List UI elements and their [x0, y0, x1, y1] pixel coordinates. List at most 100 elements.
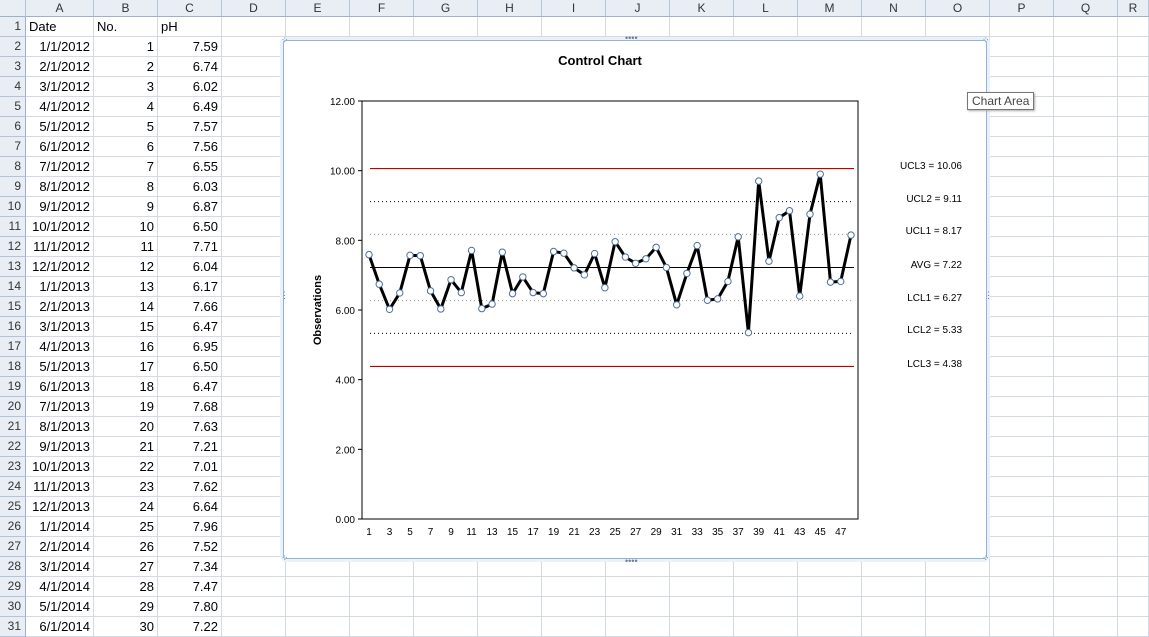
cell-empty[interactable] — [286, 577, 350, 597]
column-header-i[interactable]: I — [542, 0, 606, 17]
cell-empty[interactable] — [222, 77, 286, 97]
cell-empty[interactable] — [990, 217, 1054, 237]
cell-empty[interactable] — [798, 617, 862, 637]
cell-empty[interactable] — [990, 537, 1054, 557]
cell-empty[interactable] — [222, 377, 286, 397]
cell-empty[interactable] — [1054, 457, 1118, 477]
cell-ph[interactable]: 6.50 — [158, 357, 222, 377]
cell-empty[interactable] — [1118, 397, 1149, 417]
cell-date[interactable]: 12/1/2013 — [26, 497, 94, 517]
cell-ph[interactable]: 6.04 — [158, 257, 222, 277]
cell-empty[interactable] — [414, 17, 478, 37]
cell-empty[interactable] — [286, 17, 350, 37]
row-header-11[interactable]: 11 — [0, 217, 26, 237]
cell-date[interactable]: 5/1/2012 — [26, 117, 94, 137]
cell-empty[interactable] — [990, 277, 1054, 297]
cell-empty[interactable] — [414, 557, 478, 577]
cell-no[interactable]: 4 — [94, 97, 158, 117]
cell-empty[interactable] — [990, 337, 1054, 357]
cell-empty[interactable] — [1118, 297, 1149, 317]
row-header-10[interactable]: 10 — [0, 197, 26, 217]
cell-empty[interactable] — [222, 537, 286, 557]
cell-no[interactable]: 23 — [94, 477, 158, 497]
cell-no[interactable]: 10 — [94, 217, 158, 237]
cell-empty[interactable] — [1118, 417, 1149, 437]
cell-no[interactable]: 24 — [94, 497, 158, 517]
cell-date[interactable]: 10/1/2013 — [26, 457, 94, 477]
cell-empty[interactable] — [926, 17, 990, 37]
cell-ph[interactable]: 7.80 — [158, 597, 222, 617]
cell-empty[interactable] — [1118, 377, 1149, 397]
cell-empty[interactable] — [414, 577, 478, 597]
column-header-c[interactable]: C — [158, 0, 222, 17]
cell-date[interactable]: 1/1/2012 — [26, 37, 94, 57]
row-header-28[interactable]: 28 — [0, 557, 26, 577]
chart-resize-handle-tr[interactable]: ⁘ — [982, 35, 990, 45]
cell-ph[interactable]: 7.63 — [158, 417, 222, 437]
row-header-6[interactable]: 6 — [0, 117, 26, 137]
cell-empty[interactable] — [222, 237, 286, 257]
cell-empty[interactable] — [1054, 257, 1118, 277]
cell-empty[interactable] — [1054, 537, 1118, 557]
cell-empty[interactable] — [990, 357, 1054, 377]
cell-empty[interactable] — [798, 557, 862, 577]
cell-empty[interactable] — [222, 157, 286, 177]
cell-empty[interactable] — [478, 617, 542, 637]
cell-no[interactable]: 11 — [94, 237, 158, 257]
cell-ph[interactable]: 7.71 — [158, 237, 222, 257]
cell-empty[interactable] — [734, 557, 798, 577]
row-header-18[interactable]: 18 — [0, 357, 26, 377]
cell-ph[interactable]: 7.62 — [158, 477, 222, 497]
cell-empty[interactable] — [1054, 357, 1118, 377]
cell-empty[interactable] — [222, 97, 286, 117]
cell-date[interactable]: 8/1/2013 — [26, 417, 94, 437]
cell-no[interactable]: 27 — [94, 557, 158, 577]
cell-ph[interactable]: 7.34 — [158, 557, 222, 577]
cell-empty[interactable] — [222, 437, 286, 457]
column-header-k[interactable]: K — [670, 0, 734, 17]
cell-empty[interactable] — [990, 97, 1054, 117]
cell-no[interactable]: 3 — [94, 77, 158, 97]
cell-no[interactable]: 9 — [94, 197, 158, 217]
row-header-8[interactable]: 8 — [0, 157, 26, 177]
cell-empty[interactable] — [926, 577, 990, 597]
header-cell-date[interactable]: Date — [26, 17, 94, 37]
cell-empty[interactable] — [222, 557, 286, 577]
cell-date[interactable]: 8/1/2012 — [26, 177, 94, 197]
cell-date[interactable]: 11/1/2013 — [26, 477, 94, 497]
cell-empty[interactable] — [990, 617, 1054, 637]
cell-empty[interactable] — [1054, 77, 1118, 97]
cell-empty[interactable] — [1118, 217, 1149, 237]
cell-empty[interactable] — [1118, 337, 1149, 357]
cell-empty[interactable] — [990, 517, 1054, 537]
cell-empty[interactable] — [990, 577, 1054, 597]
cell-empty[interactable] — [478, 557, 542, 577]
cell-date[interactable]: 12/1/2012 — [26, 257, 94, 277]
cell-empty[interactable] — [1118, 17, 1149, 37]
cell-empty[interactable] — [990, 377, 1054, 397]
cell-empty[interactable] — [1118, 537, 1149, 557]
cell-empty[interactable] — [1054, 477, 1118, 497]
cell-empty[interactable] — [990, 157, 1054, 177]
cell-ph[interactable]: 7.56 — [158, 137, 222, 157]
cell-empty[interactable] — [222, 337, 286, 357]
cell-empty[interactable] — [350, 577, 414, 597]
cell-empty[interactable] — [350, 557, 414, 577]
cell-empty[interactable] — [542, 557, 606, 577]
cell-no[interactable]: 16 — [94, 337, 158, 357]
cell-empty[interactable] — [1118, 517, 1149, 537]
column-header-p[interactable]: P — [990, 0, 1054, 17]
row-header-24[interactable]: 24 — [0, 477, 26, 497]
cell-no[interactable]: 28 — [94, 577, 158, 597]
cell-empty[interactable] — [862, 557, 926, 577]
cell-empty[interactable] — [1054, 377, 1118, 397]
cell-ph[interactable]: 6.55 — [158, 157, 222, 177]
cell-no[interactable]: 1 — [94, 37, 158, 57]
row-header-31[interactable]: 31 — [0, 617, 26, 637]
cell-empty[interactable] — [1054, 137, 1118, 157]
cell-empty[interactable] — [1118, 137, 1149, 157]
cell-empty[interactable] — [1054, 517, 1118, 537]
cell-empty[interactable] — [606, 17, 670, 37]
cell-empty[interactable] — [350, 17, 414, 37]
cell-empty[interactable] — [990, 457, 1054, 477]
